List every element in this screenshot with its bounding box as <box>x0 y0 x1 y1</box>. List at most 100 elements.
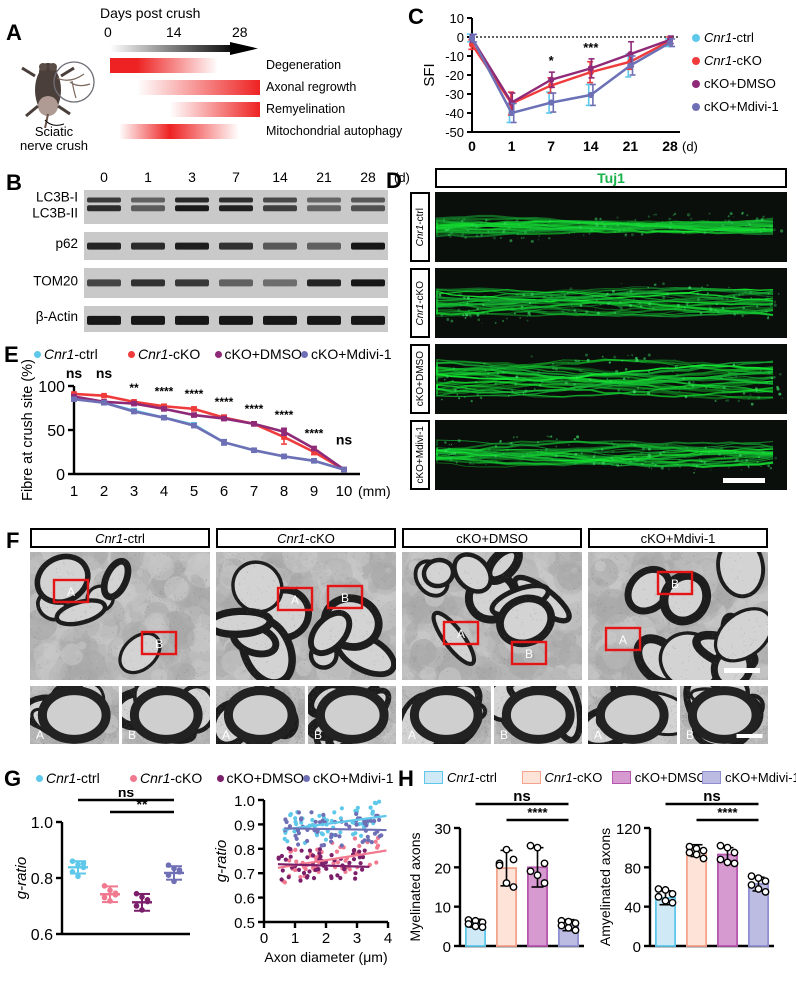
panel-c-chart: -50 -40 -30 -20 -10 0 10 0 1 7 14 21 28 (d) SFI * *** Cnr… <box>420 4 790 172</box>
legend-label-3: cKO+Mdivi-1 <box>725 770 796 785</box>
panelC-ytick: -10 <box>445 49 464 64</box>
blot-lane-label-0: 0 <box>100 169 108 185</box>
panelG-left-ytick: 0.8 <box>31 871 53 888</box>
legend-label-0: Cnr1-ctrl <box>447 770 497 785</box>
blot-lane-label-3: 7 <box>232 169 240 185</box>
legend-label-3: cKO+Mdivi-1 <box>313 770 394 786</box>
panelG-left-ytick: 1.0 <box>31 815 53 832</box>
timeline-tick-0: 0 <box>104 24 112 40</box>
panelC-xtick-4: 21 <box>623 138 639 154</box>
panelE-xlabel: (mm) <box>358 483 390 499</box>
panel-c-legend-item-1: Cnr1-cKO <box>692 49 796 72</box>
panelH-left-ylabel: Myelinated axons <box>408 833 423 942</box>
panelE-sig-7: **** <box>245 402 264 416</box>
panelE-xtick-4: 5 <box>190 483 198 500</box>
panel-d-row-label-0: Cnr1-ctrl <box>410 192 430 262</box>
panel-f-roi-label-3-1: B <box>671 577 679 591</box>
panel-d-row-label-1: Cnr1-cKO <box>410 268 430 338</box>
panel-a-track-bar <box>110 58 260 73</box>
panelH-right-ytick: 40 <box>624 900 641 917</box>
legend-item-0: Cnr1-ctrl <box>424 770 497 785</box>
timeline-tick-28: 28 <box>232 24 248 40</box>
panel-h-right-chart: 0 40 80 120 Amyelinated axons ns **** <box>598 790 784 966</box>
panelG-left-ytick: 0.6 <box>31 927 53 944</box>
panel-f-label: F <box>6 528 20 553</box>
panelC-xtick-5: 28 <box>662 138 678 154</box>
panel-e-legend: Cnr1-ctrl Cnr1-cKO cKO+DMSO cKO+Mdivi-1 <box>34 346 392 364</box>
legend-dot-icon-0 <box>36 774 43 782</box>
timeline-tick-14: 14 <box>166 24 182 40</box>
panelE-ytick: 0 <box>56 467 65 484</box>
legend-dot-icon-2 <box>214 350 222 358</box>
legend-label-2: cKO+DMSO <box>226 770 304 786</box>
panel-d-row-label-3: cKO+Mdivi-1 <box>410 420 430 490</box>
panel-a-tracks <box>110 58 260 152</box>
panelH-left-ytick: 0 <box>443 939 451 956</box>
panel-d-nerve-image-2 <box>435 344 787 414</box>
panelE-sig-1: ns <box>66 365 83 381</box>
panelH-left-ytick: 20 <box>434 860 451 877</box>
blot-lane-label-1: 1 <box>144 169 152 185</box>
panel-e-label: E <box>4 342 19 367</box>
legend-item-3: cKO+Mdivi-1 <box>301 346 392 362</box>
panel-b-label: B <box>6 170 22 195</box>
legend-swatch-icon-0 <box>424 771 443 784</box>
panelC-ylabel: SFI <box>421 63 438 86</box>
panelE-sig-10: ns <box>336 432 353 448</box>
panel-f-column-header-2: cKO+DMSO <box>402 528 582 548</box>
panel-g-legend: Cnr1-ctrl Cnr1-cKO cKO+DMSO cKO+Mdivi-1 <box>36 770 396 788</box>
panelC-ytick: -50 <box>445 125 464 140</box>
panelH-right-ytick: 0 <box>633 939 641 956</box>
panel-f-inset-label-1-1: B <box>314 728 322 742</box>
panelE-sig-2: ns <box>96 365 113 381</box>
timeline-arrow-icon <box>110 42 258 55</box>
panel-f-inset-label-2-0: A <box>408 728 416 742</box>
panelG-right-ylabel: g-ratio <box>214 840 230 883</box>
panel-e-chart: 0 50 100 1 2 3 4 5 6 7 8 9 10 (mm) Fibre at crush site… <box>18 360 390 508</box>
panel-f-inset-label-3-1: B <box>686 728 694 742</box>
panelG-right-ytick: 0.5 <box>234 915 255 932</box>
panelC-ytick: -30 <box>445 87 464 102</box>
panelE-sig-9: **** <box>305 427 324 441</box>
panel-d-nerve-image-1 <box>435 268 787 338</box>
legend-dot-icon-2 <box>216 774 224 782</box>
panelC-xtick-2: 7 <box>547 138 555 154</box>
legend-item-3: cKO+Mdivi-1 <box>702 770 796 785</box>
panel-f-inset-label-3-0: A <box>594 728 602 742</box>
panel-a-track-label-3: Mitochondrial autophagy <box>266 124 403 138</box>
panelG-right-xtick-1: 1 <box>291 930 299 947</box>
legend-label-2: cKO+DMSO <box>224 346 302 362</box>
panel-f-inset-3-0: A <box>588 686 677 744</box>
panel-f-inset-0-1: B <box>121 686 210 744</box>
legend-dot-icon-2 <box>692 79 700 88</box>
legend-dot-icon-0 <box>692 33 700 42</box>
panel-f-roi-label-1-1: B <box>341 591 349 605</box>
panelE-xtick-7: 8 <box>280 483 288 500</box>
blot-row-label-0: LC3B-I <box>36 190 78 205</box>
panel-d-images: Tuj1 Cnr1-ctrl Cnr1-cKO cKO+DMSO cKO+Mdivi-1 <box>410 168 790 492</box>
panelC-ytick: 0 <box>457 30 464 45</box>
panelC-xtick-0: 0 <box>468 138 476 154</box>
panelE-sig-8: **** <box>275 408 294 422</box>
panel-a-track-bar <box>110 124 260 139</box>
panelG-left-sig-1: ** <box>137 796 148 812</box>
panelC-ytick: -40 <box>445 106 464 121</box>
blot-row-label-3: β-Actin <box>36 309 78 324</box>
panelE-ylabel: Fibre at crush site (%) <box>20 360 36 501</box>
panelE-sig-5: **** <box>185 387 204 401</box>
panel-g-right-chart: 0.5 0.6 0.7 0.8 0.9 1.0 0 1 2 3 4 Axon diameter (μm… <box>214 790 398 966</box>
panelH-right-ylabel: Amyelinated axons <box>598 828 613 946</box>
blot-lane-label-4: 14 <box>272 169 288 185</box>
panel-c-legend: Cnr1-ctrl Cnr1-cKO cKO+DMSO cKO+Mdivi-1 <box>692 26 796 118</box>
panel-f-column-header-1: Cnr1 -cKO <box>216 528 396 548</box>
panelH-right-sig-0: ns <box>703 790 721 805</box>
panel-f-em-image-2: AB <box>402 552 582 680</box>
panelG-right-xtick-3: 3 <box>353 930 361 947</box>
panel-a-track-label-2: Remyelination <box>266 102 346 116</box>
mouse-caption-line1: Sciatic <box>34 124 74 139</box>
panel-h-legend: Cnr1-ctrl Cnr1-cKO cKO+DMSO cKO+Mdivi-1 <box>424 770 796 790</box>
panelH-right-sig-1: **** <box>717 805 738 820</box>
panelE-xtick-6: 7 <box>250 483 258 500</box>
